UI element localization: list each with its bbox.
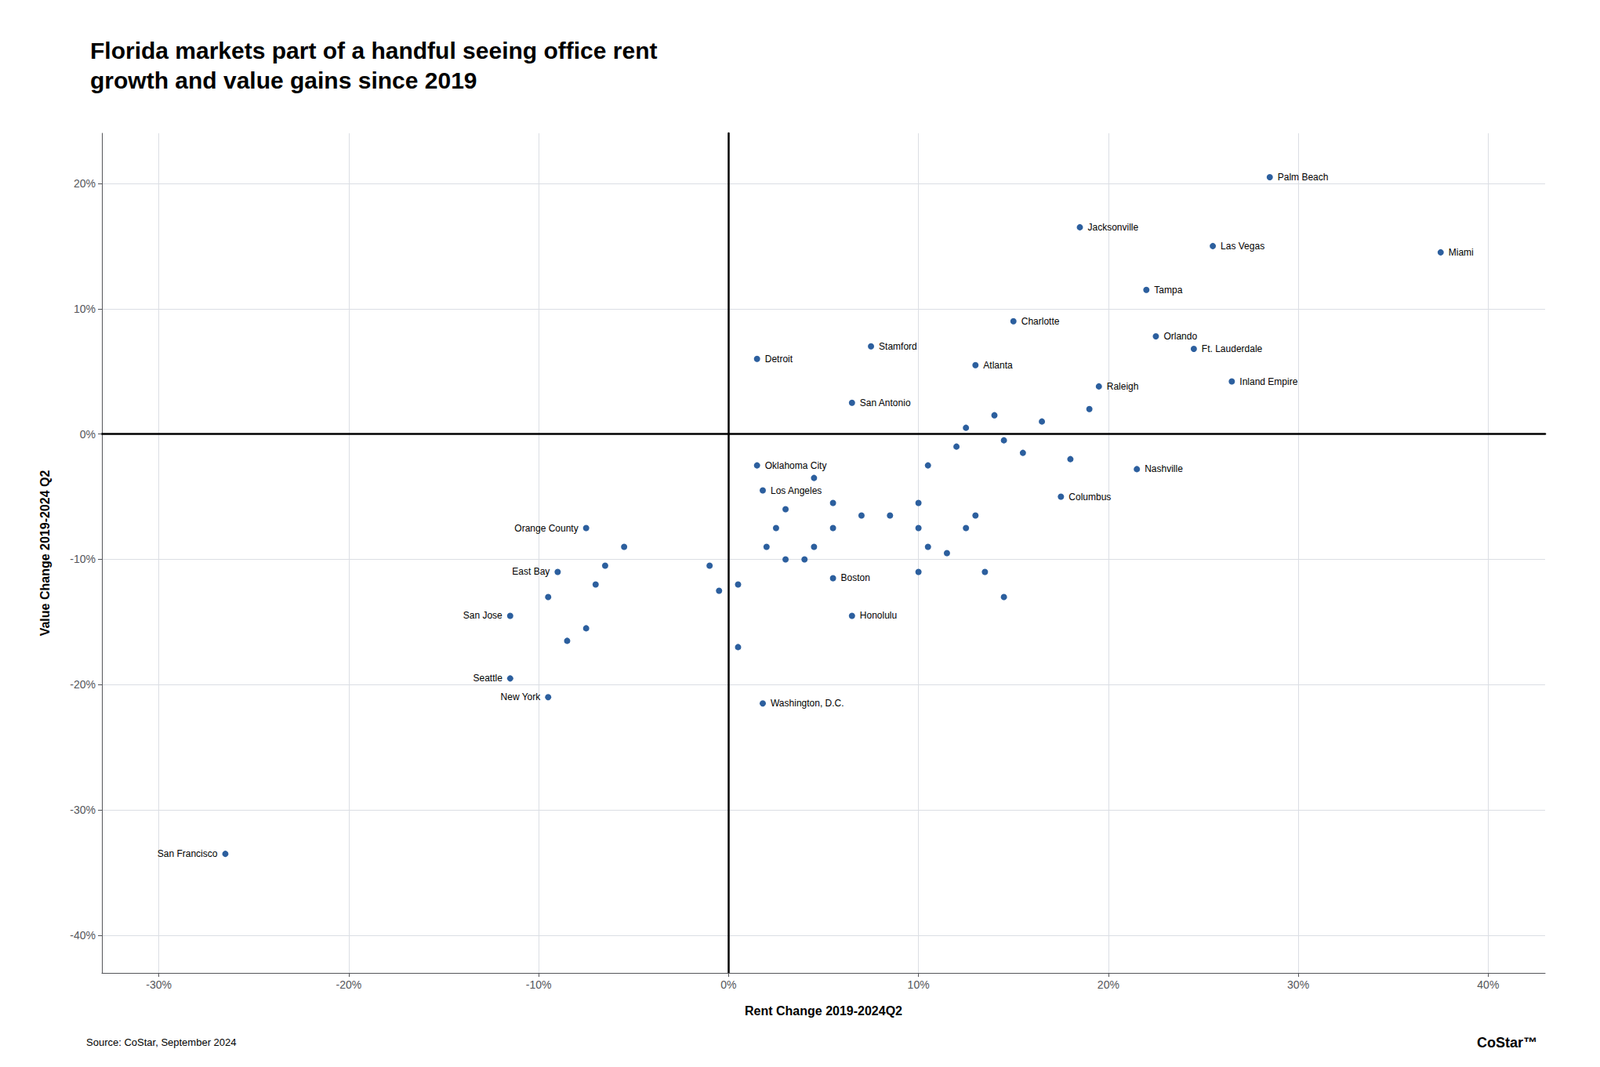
svg-text:Charlotte: Charlotte (1021, 315, 1060, 327)
svg-text:Atlanta: Atlanta (983, 359, 1013, 371)
svg-text:Boston: Boston (841, 572, 871, 584)
svg-text:Ft. Lauderdale: Ft. Lauderdale (1201, 343, 1263, 355)
svg-text:Palm Beach: Palm Beach (1277, 171, 1329, 183)
svg-text:Las Vegas: Las Vegas (1220, 240, 1265, 252)
svg-text:40%: 40% (1476, 978, 1499, 991)
svg-text:-10%: -10% (69, 552, 96, 566)
svg-text:Value Change 2019-2024 Q2: Value Change 2019-2024 Q2 (38, 470, 52, 637)
svg-text:-10%: -10% (526, 978, 552, 991)
svg-text:-30%: -30% (69, 803, 96, 817)
svg-text:San Jose: San Jose (463, 609, 503, 621)
svg-text:East Bay: East Bay (511, 565, 550, 577)
svg-text:San Antonio: San Antonio (859, 397, 911, 409)
svg-text:0%: 0% (79, 428, 96, 441)
svg-text:Honolulu: Honolulu (859, 609, 897, 621)
svg-text:Seattle: Seattle (472, 672, 503, 684)
svg-text:10%: 10% (73, 302, 96, 316)
svg-text:-20%: -20% (336, 978, 363, 991)
svg-text:Detroit: Detroit (765, 353, 794, 365)
svg-text:30%: 30% (1287, 978, 1310, 991)
svg-text:20%: 20% (73, 177, 96, 190)
svg-text:-40%: -40% (69, 928, 96, 942)
svg-text:growth and value gains since 2: growth and value gains since 2019 (90, 67, 478, 94)
svg-text:Los Angeles: Los Angeles (770, 485, 822, 497)
svg-text:Tampa: Tampa (1153, 284, 1183, 296)
svg-text:Oklahoma City: Oklahoma City (765, 460, 828, 472)
svg-text:Florida markets part of a hand: Florida markets part of a handful seeing… (90, 37, 657, 64)
svg-text:Jacksonville: Jacksonville (1088, 221, 1140, 233)
svg-text:Nashville: Nashville (1144, 463, 1183, 475)
svg-text:Rent Change 2019-2024Q2: Rent Change 2019-2024Q2 (744, 1004, 903, 1018)
svg-text:San Francisco: San Francisco (157, 848, 218, 860)
svg-text:Miami: Miami (1448, 246, 1474, 258)
svg-text:Stamford: Stamford (878, 341, 918, 352)
svg-text:Orange County: Orange County (514, 522, 578, 534)
svg-text:Orlando: Orlando (1163, 330, 1198, 342)
svg-text:New York: New York (500, 691, 542, 703)
svg-text:20%: 20% (1097, 978, 1120, 991)
svg-text:CoStar™: CoStar™ (1476, 1034, 1538, 1051)
svg-text:Raleigh: Raleigh (1106, 380, 1140, 392)
svg-text:Source: CoStar, September 2024: Source: CoStar, September 2024 (86, 1036, 237, 1049)
svg-text:10%: 10% (907, 978, 930, 991)
svg-text:-30%: -30% (145, 978, 172, 991)
svg-text:0%: 0% (720, 978, 737, 991)
svg-text:Inland Empire: Inland Empire (1239, 376, 1298, 388)
svg-text:Washington, D.C.: Washington, D.C. (770, 697, 845, 709)
svg-text:-20%: -20% (69, 678, 96, 691)
svg-text:Columbus: Columbus (1068, 491, 1111, 503)
